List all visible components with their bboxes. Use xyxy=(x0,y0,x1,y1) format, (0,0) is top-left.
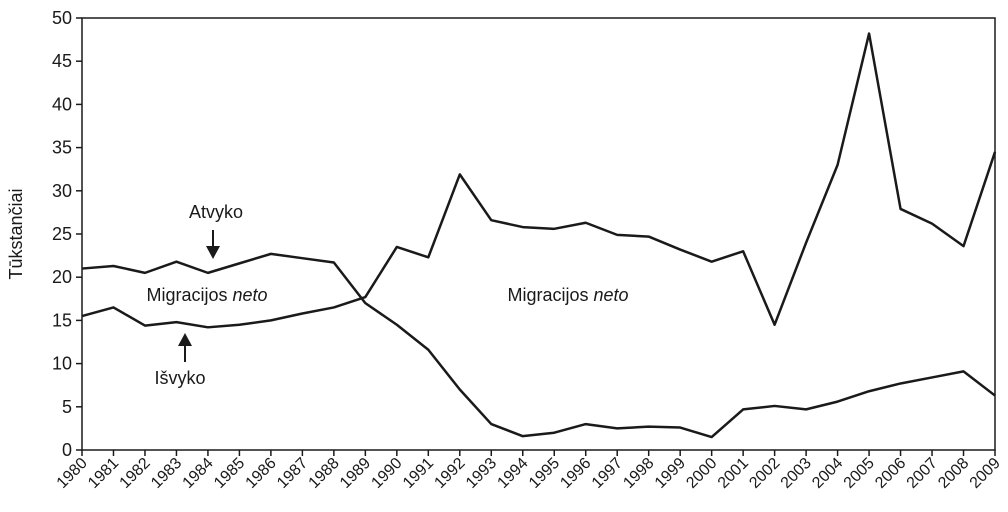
x-tick-label: 1988 xyxy=(306,455,343,492)
x-tick-label: 1981 xyxy=(85,455,122,492)
x-tick-label: 1983 xyxy=(148,455,185,492)
series-line xyxy=(81,252,996,439)
x-tick-label: 2006 xyxy=(872,455,909,492)
x-tick-label: 1980 xyxy=(54,455,91,492)
series-line xyxy=(81,32,997,329)
x-tick-label: 1985 xyxy=(211,455,248,492)
y-tick-label: 5 xyxy=(62,397,72,417)
annotation: Migracijos neto xyxy=(507,285,628,305)
series-label: Išvyko xyxy=(154,368,205,388)
y-tick-label: 20 xyxy=(52,267,72,287)
annotation-text: Migracijos xyxy=(507,285,588,305)
y-tick-label: 25 xyxy=(52,224,72,244)
x-tick-label: 2008 xyxy=(935,455,972,492)
x-tick-label: 2005 xyxy=(841,455,878,492)
x-tick-label: 2007 xyxy=(904,455,941,492)
x-tick-label: 2002 xyxy=(746,455,783,492)
annotation-emphasis: neto xyxy=(233,285,268,305)
x-tick-label: 2003 xyxy=(778,455,815,492)
y-tick-label: 0 xyxy=(62,440,72,460)
x-tick-label: 2000 xyxy=(683,455,720,492)
y-axis-label: Tūkstančiai xyxy=(6,188,26,279)
x-tick-label: 1989 xyxy=(337,455,374,492)
x-tick-label: 1991 xyxy=(400,455,437,492)
arrow-head xyxy=(178,333,192,346)
x-tick-label: 1995 xyxy=(526,455,563,492)
y-tick-label: 40 xyxy=(52,94,72,114)
series-label: Atvyko xyxy=(189,202,243,222)
x-tick-label: 1987 xyxy=(274,455,311,492)
annotation-text: Migracijos xyxy=(146,285,227,305)
y-tick-label: 15 xyxy=(52,310,72,330)
y-tick-label: 35 xyxy=(52,138,72,158)
annotation: Migracijos neto xyxy=(146,285,267,305)
x-tick-label: 1982 xyxy=(117,455,154,492)
y-tick-label: 30 xyxy=(52,181,72,201)
x-tick-label: 2009 xyxy=(967,455,1004,492)
annotation-emphasis: neto xyxy=(594,285,629,305)
x-tick-label: 1992 xyxy=(431,455,468,492)
x-tick-label: 1986 xyxy=(243,455,280,492)
y-tick-label: 10 xyxy=(52,354,72,374)
x-tick-label: 2001 xyxy=(715,455,752,492)
y-tick-label: 45 xyxy=(52,51,72,71)
x-tick-label: 2004 xyxy=(809,455,846,492)
x-tick-label: 1998 xyxy=(620,455,657,492)
x-tick-label: 1993 xyxy=(463,455,500,492)
x-tick-label: 1994 xyxy=(494,455,531,492)
x-tick-label: 1996 xyxy=(557,455,594,492)
x-tick-label: 1997 xyxy=(589,455,626,492)
arrow-head xyxy=(206,246,220,259)
x-tick-label: 1984 xyxy=(180,455,217,492)
y-tick-label: 50 xyxy=(52,8,72,28)
x-tick-label: 1990 xyxy=(368,455,405,492)
x-tick-label: 1999 xyxy=(652,455,689,492)
